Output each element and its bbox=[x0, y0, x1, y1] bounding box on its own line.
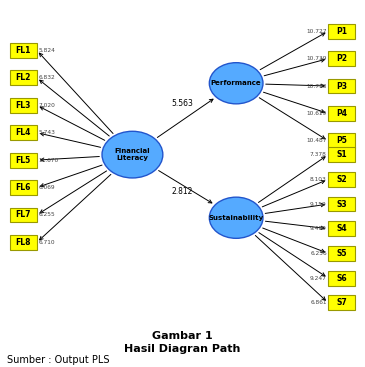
FancyBboxPatch shape bbox=[9, 43, 37, 58]
Text: P2: P2 bbox=[336, 54, 347, 63]
Text: FL7: FL7 bbox=[16, 211, 31, 219]
FancyBboxPatch shape bbox=[328, 172, 356, 187]
FancyBboxPatch shape bbox=[328, 51, 356, 66]
Text: FL5: FL5 bbox=[16, 156, 31, 165]
Text: 9.247: 9.247 bbox=[310, 276, 327, 281]
Text: 9.499: 9.499 bbox=[310, 226, 327, 231]
Circle shape bbox=[102, 131, 163, 178]
Text: 6.069: 6.069 bbox=[39, 185, 55, 190]
Text: P1: P1 bbox=[336, 27, 347, 36]
FancyBboxPatch shape bbox=[9, 125, 37, 140]
Text: Sumber : Output PLS: Sumber : Output PLS bbox=[7, 355, 110, 365]
Text: 6.255: 6.255 bbox=[39, 212, 55, 218]
FancyBboxPatch shape bbox=[328, 79, 356, 94]
Text: Performance: Performance bbox=[211, 80, 261, 86]
FancyBboxPatch shape bbox=[328, 246, 356, 261]
FancyBboxPatch shape bbox=[9, 180, 37, 195]
FancyBboxPatch shape bbox=[328, 24, 356, 39]
Text: Gambar 1: Gambar 1 bbox=[152, 331, 213, 341]
Text: FL2: FL2 bbox=[16, 73, 31, 82]
Text: 5.743: 5.743 bbox=[39, 130, 55, 135]
Text: 10.487: 10.487 bbox=[306, 138, 327, 143]
FancyBboxPatch shape bbox=[328, 197, 356, 211]
Text: 9.159: 9.159 bbox=[310, 201, 327, 207]
Text: 11.670: 11.670 bbox=[39, 157, 59, 163]
Text: 2.812: 2.812 bbox=[172, 187, 193, 196]
Text: S1: S1 bbox=[337, 150, 347, 159]
Text: P5: P5 bbox=[336, 137, 347, 145]
FancyBboxPatch shape bbox=[9, 98, 37, 113]
Text: 5.824: 5.824 bbox=[39, 48, 55, 53]
Text: 7.020: 7.020 bbox=[39, 103, 55, 108]
Text: FL4: FL4 bbox=[16, 128, 31, 137]
Text: Hasil Diagran Path: Hasil Diagran Path bbox=[124, 344, 241, 354]
Text: FL3: FL3 bbox=[16, 101, 31, 110]
Text: 6.832: 6.832 bbox=[39, 75, 55, 80]
Circle shape bbox=[210, 197, 263, 238]
Text: FL1: FL1 bbox=[16, 46, 31, 55]
FancyBboxPatch shape bbox=[9, 208, 37, 222]
Text: 5.563: 5.563 bbox=[172, 99, 193, 108]
FancyBboxPatch shape bbox=[328, 134, 356, 148]
Text: S6: S6 bbox=[337, 274, 347, 283]
FancyBboxPatch shape bbox=[328, 295, 356, 310]
Text: 6.256: 6.256 bbox=[310, 251, 327, 256]
Text: FL8: FL8 bbox=[16, 238, 31, 247]
Text: P3: P3 bbox=[336, 81, 347, 91]
Text: S2: S2 bbox=[337, 175, 347, 184]
Text: Sustainability: Sustainability bbox=[208, 215, 264, 221]
Text: 10.713: 10.713 bbox=[307, 84, 327, 88]
Text: 10.619: 10.619 bbox=[307, 111, 327, 116]
FancyBboxPatch shape bbox=[328, 271, 356, 286]
Text: 8.103: 8.103 bbox=[310, 177, 327, 182]
Text: S5: S5 bbox=[337, 249, 347, 258]
Circle shape bbox=[210, 63, 263, 104]
FancyBboxPatch shape bbox=[9, 153, 37, 167]
Text: FL6: FL6 bbox=[16, 183, 31, 192]
Text: 10.739: 10.739 bbox=[306, 56, 327, 61]
Text: 6.861: 6.861 bbox=[310, 300, 327, 305]
FancyBboxPatch shape bbox=[328, 106, 356, 121]
FancyBboxPatch shape bbox=[328, 221, 356, 236]
Text: S7: S7 bbox=[336, 298, 347, 307]
Text: P4: P4 bbox=[336, 109, 347, 118]
FancyBboxPatch shape bbox=[9, 70, 37, 85]
Text: S4: S4 bbox=[337, 224, 347, 233]
Text: 6.710: 6.710 bbox=[39, 240, 55, 245]
Text: 10.727: 10.727 bbox=[306, 29, 327, 34]
FancyBboxPatch shape bbox=[9, 235, 37, 250]
Text: S3: S3 bbox=[337, 200, 347, 208]
Text: Financial
Literacy: Financial Literacy bbox=[115, 148, 150, 161]
Text: 7.378: 7.378 bbox=[310, 152, 327, 157]
FancyBboxPatch shape bbox=[328, 147, 356, 162]
